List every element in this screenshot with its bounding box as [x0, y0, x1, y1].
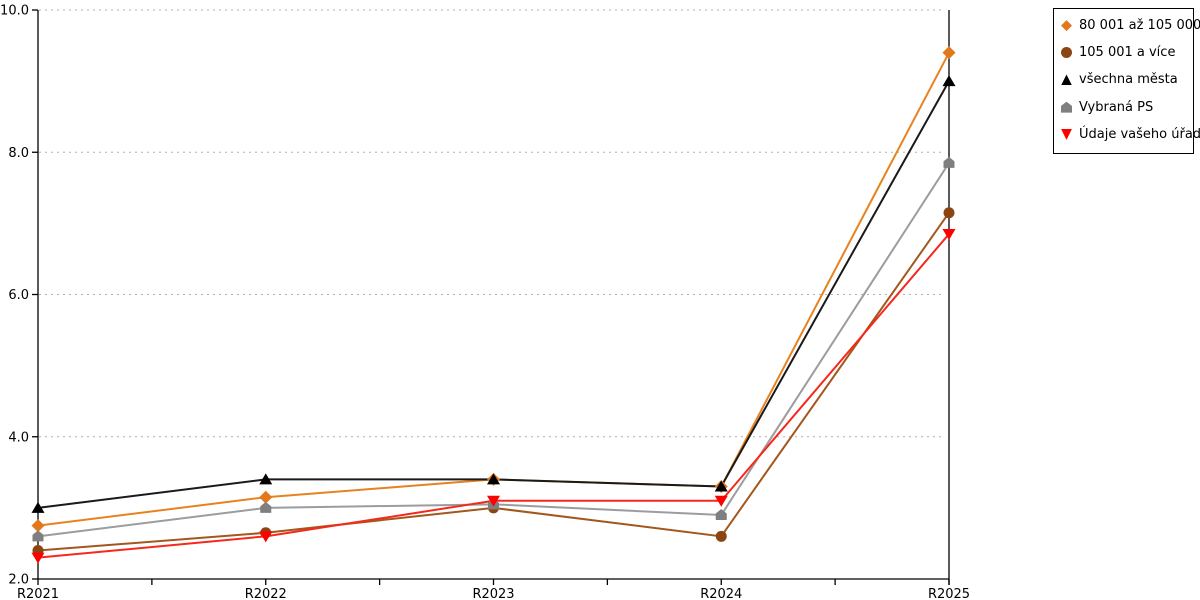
data-point-marker	[260, 501, 272, 513]
data-point-marker	[714, 495, 728, 507]
data-point-marker	[32, 530, 44, 542]
data-point-marker	[31, 552, 45, 564]
y-tick-label: 6.0	[8, 288, 29, 303]
legend-label: Vybraná PS	[1079, 99, 1154, 115]
legend-item: všechna města	[1061, 73, 1189, 86]
data-point-marker	[943, 207, 955, 219]
y-tick-label: 2.0	[8, 573, 29, 588]
legend-item: Vybraná PS	[1061, 101, 1189, 114]
data-point-marker	[31, 519, 45, 533]
data-point-marker	[942, 229, 956, 241]
y-tick-label: 4.0	[8, 430, 29, 445]
triangle-up-icon	[1061, 74, 1072, 86]
legend-label: 80 001 až 105 000	[1079, 18, 1200, 34]
y-tick-label: 8.0	[8, 146, 29, 161]
data-point-marker	[487, 473, 500, 485]
data-point-marker	[714, 480, 728, 492]
legend-label: 105 001 a více	[1079, 45, 1176, 61]
data-point-marker	[259, 531, 273, 543]
data-point-marker	[715, 508, 727, 520]
x-tick-label: R2023	[472, 587, 514, 600]
y-tick-label: 10.0	[0, 4, 29, 19]
x-tick-label: R2025	[928, 587, 970, 600]
legend: 80 001 až 105 000 105 001 a více všechna…	[1053, 8, 1200, 154]
x-tick-label: R2024	[700, 587, 742, 600]
data-point-marker	[943, 156, 955, 168]
legend-label: všechna města	[1079, 72, 1178, 88]
legend-label: Údaje vašeho úřadu	[1079, 126, 1200, 142]
x-tick-label: R2022	[245, 587, 287, 600]
legend-item: Údaje vašeho úřadu	[1061, 128, 1200, 141]
data-point-marker	[487, 495, 500, 507]
data-point-marker	[942, 46, 956, 60]
pentagon-icon	[1061, 101, 1072, 113]
circle-icon	[1061, 47, 1072, 59]
legend-item: 105 001 a více	[1061, 46, 1189, 59]
x-tick-label: R2021	[17, 587, 59, 600]
diamond-icon	[1061, 20, 1072, 32]
data-point-marker	[259, 473, 273, 485]
data-point-marker	[942, 75, 956, 87]
data-point-marker	[715, 530, 727, 542]
legend-item: 80 001 až 105 000	[1061, 19, 1200, 32]
triangle-down-icon	[1061, 128, 1072, 140]
series-line-2	[37, 80, 950, 509]
series-line-0	[37, 52, 950, 527]
data-point-marker	[31, 501, 45, 513]
data-point-marker	[259, 490, 273, 504]
